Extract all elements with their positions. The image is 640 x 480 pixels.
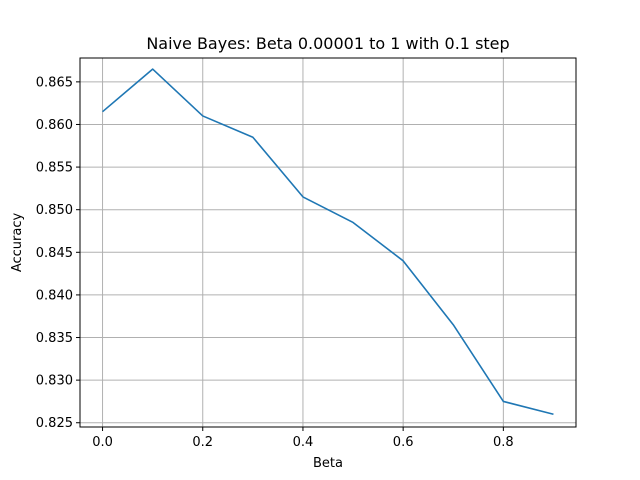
y-tick-label: 0.850 bbox=[36, 203, 73, 218]
y-tick-label: 0.860 bbox=[36, 118, 73, 133]
y-tick-label: 0.865 bbox=[36, 75, 73, 90]
y-tick-label: 0.835 bbox=[36, 331, 73, 346]
y-axis-label: Accuracy bbox=[10, 213, 25, 273]
x-tick-label: 0.2 bbox=[192, 435, 213, 450]
y-tick-label: 0.845 bbox=[36, 246, 73, 261]
plot-area-frame bbox=[79, 57, 577, 428]
y-tick-label: 0.840 bbox=[36, 288, 73, 303]
x-tick-label: 0.4 bbox=[293, 435, 314, 450]
x-tick-label: 0.8 bbox=[493, 435, 514, 450]
y-tick-label: 0.825 bbox=[36, 416, 73, 431]
series-layer bbox=[102, 68, 554, 415]
x-axis-ticks: 0.0 0.2 0.4 0.6 0.8 bbox=[92, 427, 514, 450]
x-axis-label: Beta bbox=[313, 456, 343, 471]
x-tick-label: 0.6 bbox=[393, 435, 414, 450]
y-tick-label: 0.830 bbox=[36, 374, 73, 389]
y-tick-label: 0.855 bbox=[36, 161, 73, 176]
grid-lines bbox=[80, 58, 576, 427]
chart-title: Naive Bayes: Beta 0.00001 to 1 with 0.1 … bbox=[146, 34, 509, 53]
y-axis-ticks: 0.825 0.830 0.835 0.840 0.845 0.850 0.855 0.860… bbox=[36, 75, 80, 431]
series-line bbox=[102, 68, 554, 415]
x-tick-label: 0.0 bbox=[92, 435, 113, 450]
